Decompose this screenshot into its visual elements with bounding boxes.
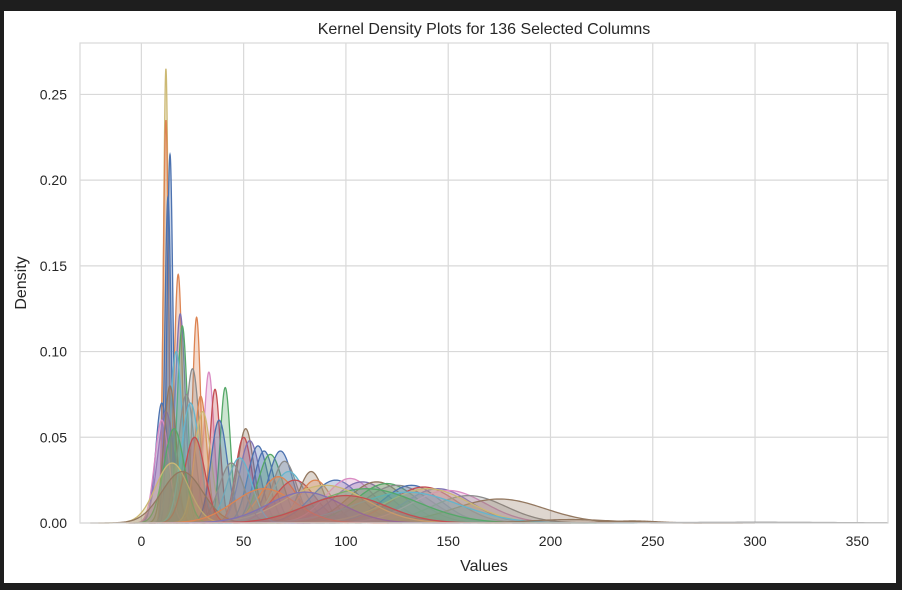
- density-area: [142, 385, 198, 523]
- density-area: [215, 454, 326, 523]
- density-area: [159, 274, 197, 523]
- density-area: [139, 492, 471, 523]
- density-area: [229, 461, 340, 523]
- density-area: [184, 457, 295, 523]
- axes-frame: [79, 42, 889, 524]
- density-area: [218, 451, 311, 523]
- x-tick-label: 0: [137, 533, 145, 549]
- y-tick-label: 0.15: [40, 258, 67, 274]
- density-area: [160, 368, 225, 523]
- density-curves: [90, 68, 889, 524]
- y-tick-label: 0.00: [40, 515, 67, 531]
- density-line: [157, 152, 183, 524]
- density-area: [282, 485, 541, 523]
- density-area: [98, 463, 246, 523]
- density-area: [208, 428, 283, 523]
- density-area: [296, 499, 702, 523]
- kde-chart: 0 50 100 150 200 250 300 350 0.00 0.05 0.10 0.15 0.2…: [13, 21, 889, 575]
- y-tick-label: 0.20: [40, 172, 67, 188]
- density-area: [177, 492, 638, 523]
- density-area: [282, 490, 614, 523]
- plot-border: [79, 42, 889, 524]
- density-area: [182, 420, 256, 523]
- x-axis-title: Values: [460, 558, 508, 575]
- x-tick-label: 100: [334, 533, 358, 549]
- density-area: [157, 154, 183, 523]
- density-area: [149, 403, 232, 523]
- x-tick-label: 300: [743, 533, 767, 549]
- density-area: [202, 387, 249, 523]
- figure: 0 50 100 150 200 250 300 350 0.00 0.05 0.10 0.15 0.2…: [4, 11, 896, 583]
- density-area: [154, 197, 182, 524]
- density-area: [165, 411, 240, 523]
- density-area: [161, 495, 531, 523]
- density-area: [176, 463, 287, 523]
- density-area: [225, 451, 336, 523]
- x-tick-label: 350: [846, 533, 870, 549]
- chart-title: Kernel Density Plots for 136 Selected Co…: [318, 21, 651, 38]
- density-area: [191, 389, 239, 523]
- x-tick-label: 50: [236, 533, 252, 549]
- density-area: [249, 485, 545, 523]
- density-area: [141, 485, 510, 523]
- density-area: [185, 372, 232, 523]
- x-tick-label: 150: [437, 533, 461, 549]
- y-axis-title: Density: [13, 256, 30, 309]
- density-area: [290, 488, 586, 523]
- density-area: [239, 478, 461, 523]
- density-area: [136, 488, 597, 523]
- x-tick-label: 200: [539, 533, 563, 549]
- grid: [80, 43, 888, 524]
- density-area: [90, 471, 275, 523]
- density-area: [521, 520, 743, 523]
- density-area: [203, 440, 296, 523]
- density-area: [302, 495, 635, 523]
- x-tick-label: 250: [641, 533, 665, 549]
- density-area: [211, 445, 304, 523]
- y-tick-label: 0.05: [40, 429, 67, 445]
- y-tick-label: 0.25: [40, 86, 67, 102]
- tick-labels: 0 50 100 150 200 250 300 350 0.00 0.05 0.10 0.15 0.2…: [40, 86, 869, 549]
- y-tick-label: 0.10: [40, 344, 67, 360]
- density-area: [157, 313, 204, 523]
- density-area: [386, 519, 756, 523]
- density-area: [153, 120, 178, 523]
- density-series: [157, 152, 183, 524]
- density-area: [206, 437, 281, 523]
